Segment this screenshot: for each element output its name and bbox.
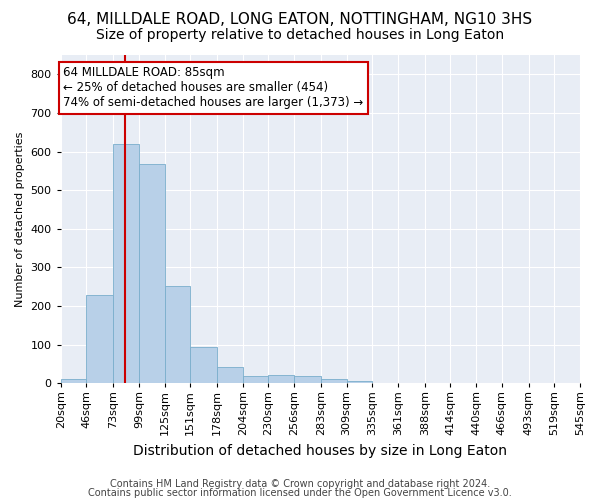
Bar bbox=[61, 380, 86, 383]
Y-axis label: Number of detached properties: Number of detached properties bbox=[15, 132, 25, 307]
Bar bbox=[113, 144, 139, 383]
Bar bbox=[268, 376, 294, 383]
Text: Contains public sector information licensed under the Open Government Licence v3: Contains public sector information licen… bbox=[88, 488, 512, 498]
Text: 64 MILLDALE ROAD: 85sqm
← 25% of detached houses are smaller (454)
74% of semi-d: 64 MILLDALE ROAD: 85sqm ← 25% of detache… bbox=[64, 66, 364, 110]
Bar bbox=[190, 346, 217, 383]
Text: Size of property relative to detached houses in Long Eaton: Size of property relative to detached ho… bbox=[96, 28, 504, 42]
Bar bbox=[217, 366, 243, 383]
Bar bbox=[243, 376, 268, 383]
X-axis label: Distribution of detached houses by size in Long Eaton: Distribution of detached houses by size … bbox=[133, 444, 508, 458]
Bar bbox=[347, 381, 372, 383]
Bar bbox=[86, 295, 113, 383]
Bar bbox=[321, 380, 347, 383]
Bar bbox=[294, 376, 321, 383]
Text: Contains HM Land Registry data © Crown copyright and database right 2024.: Contains HM Land Registry data © Crown c… bbox=[110, 479, 490, 489]
Bar bbox=[164, 286, 190, 383]
Bar bbox=[139, 164, 164, 383]
Text: 64, MILLDALE ROAD, LONG EATON, NOTTINGHAM, NG10 3HS: 64, MILLDALE ROAD, LONG EATON, NOTTINGHA… bbox=[67, 12, 533, 28]
